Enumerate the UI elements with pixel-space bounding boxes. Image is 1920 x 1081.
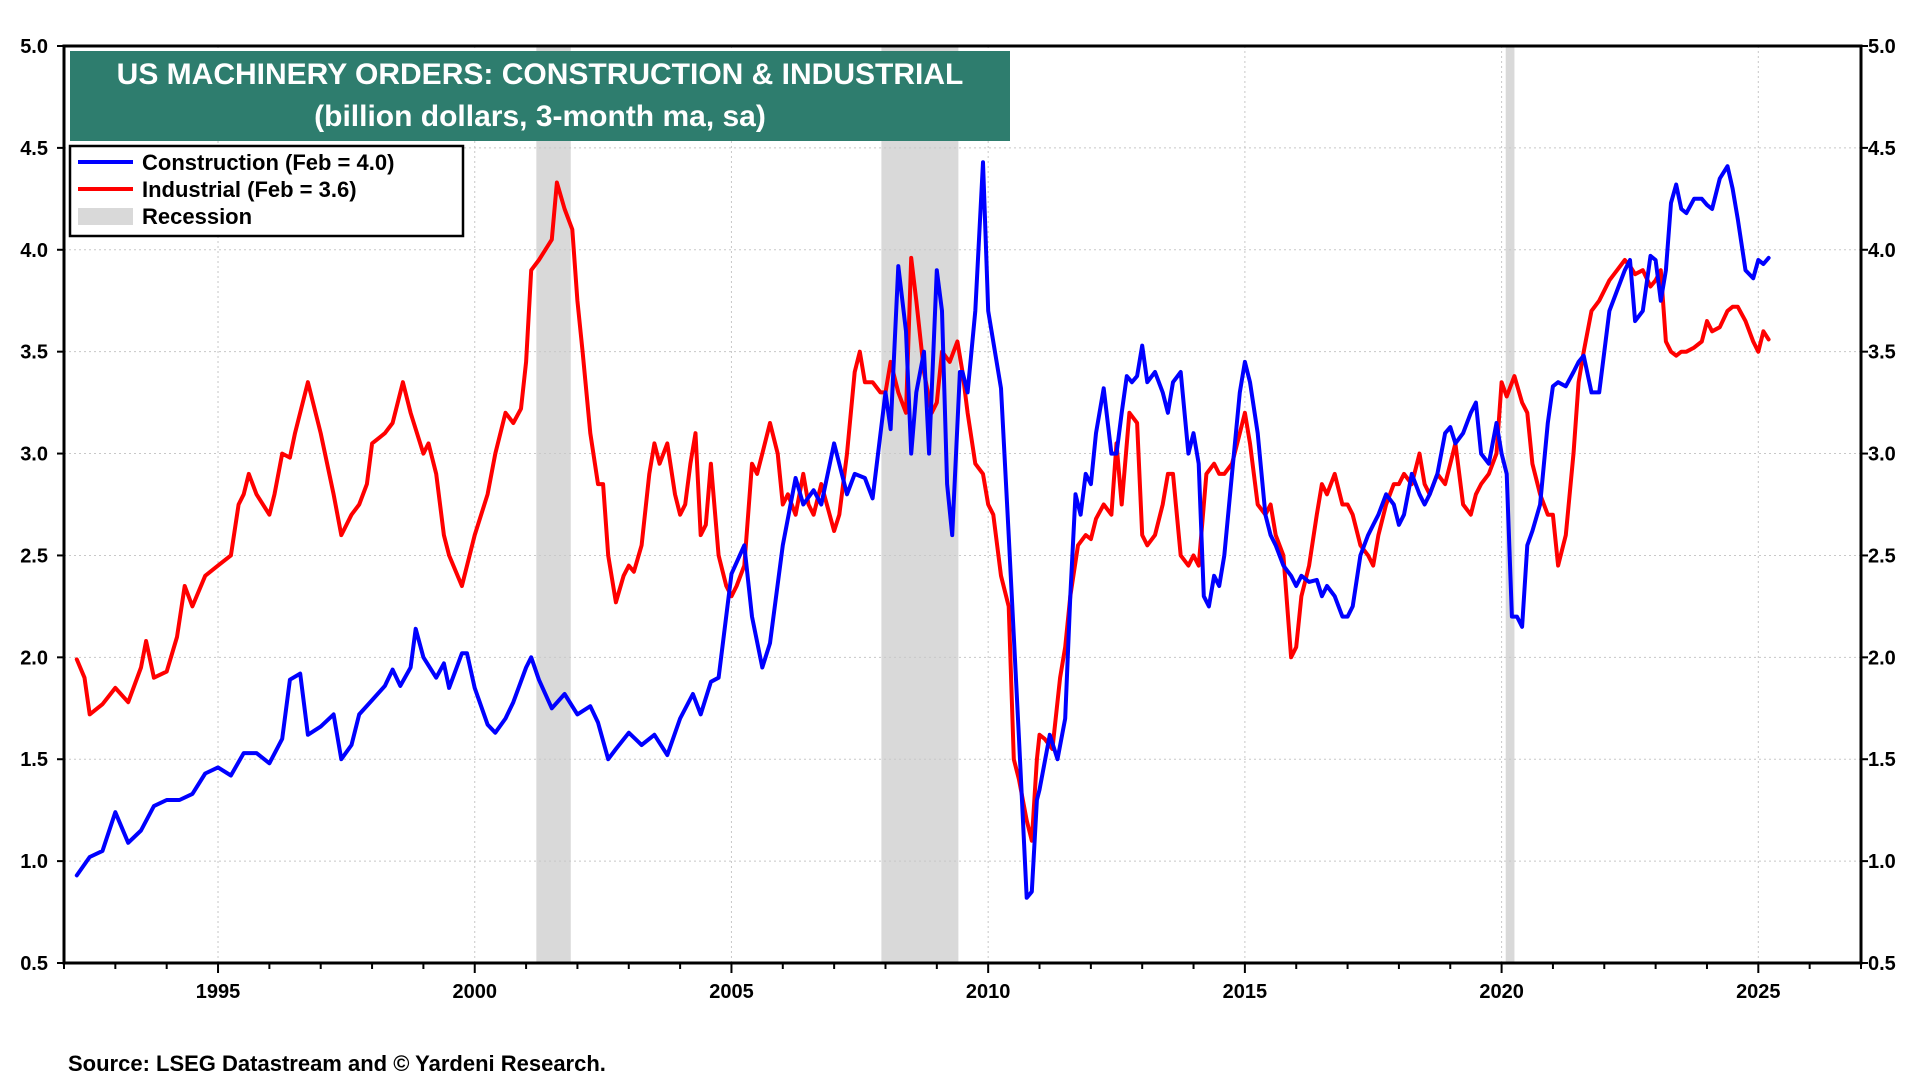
recession-band-1 <box>881 46 959 963</box>
y-tick-label-left-9: 5.0 <box>20 36 48 58</box>
x-tick-label-1: 2000 <box>452 981 497 1003</box>
recession-band-2 <box>1505 46 1515 963</box>
x-tick-label-5: 2020 <box>1479 981 1524 1003</box>
chart-title: US MACHINERY ORDERS: CONSTRUCTION & INDU… <box>117 58 964 91</box>
y-tick-label-right-9: 5.0 <box>1868 36 1896 58</box>
legend-label-recession: Recession <box>142 204 252 229</box>
y-tick-label-left-8: 4.5 <box>20 138 48 160</box>
y-tick-label-left-3: 2.0 <box>20 647 48 669</box>
y-tick-label-right-0: 0.5 <box>1868 953 1896 975</box>
recession-band-0 <box>536 46 571 963</box>
axis-ticks <box>57 45 1868 973</box>
legend-label-construction: Construction (Feb = 4.0) <box>142 150 394 175</box>
y-tick-label-left-2: 1.5 <box>20 749 48 771</box>
series-line-construction <box>74 160 1771 900</box>
x-tick-label-0: 1995 <box>196 981 241 1003</box>
plot-frame <box>62 44 1863 965</box>
title-box: US MACHINERY ORDERS: CONSTRUCTION & INDU… <box>70 51 1010 141</box>
x-tick-label-6: 2025 <box>1736 981 1781 1003</box>
chart-subtitle: (billion dollars, 3-month ma, sa) <box>314 100 766 133</box>
source-note: Source: LSEG Datastream and © Yardeni Re… <box>68 1051 606 1076</box>
y-tick-label-right-5: 3.0 <box>1868 444 1896 466</box>
y-tick-label-left-1: 1.0 <box>20 851 48 873</box>
legend: Construction (Feb = 4.0) Industrial (Feb… <box>68 144 465 238</box>
y-tick-label-right-2: 1.5 <box>1868 749 1896 771</box>
y-tick-label-left-5: 3.0 <box>20 444 48 466</box>
legend-swatch-recession <box>78 208 133 225</box>
y-axis-left: 0.5 1.0 1.5 2.0 2.5 3.0 3.5 4.0 4.5 5.0 <box>20 36 48 975</box>
y-axis-right: 0.5 1.0 1.5 2.0 2.5 3.0 3.5 4.0 4.5 5.0 <box>1868 36 1896 975</box>
y-tick-label-left-4: 2.5 <box>20 545 48 567</box>
y-tick-label-right-6: 3.5 <box>1868 342 1896 364</box>
x-axis: 1995 2000 2005 2010 2015 2020 2025 <box>196 981 1781 1003</box>
legend-label-industrial: Industrial (Feb = 3.6) <box>142 177 357 202</box>
recession-bands <box>536 46 1515 963</box>
y-tick-label-left-0: 0.5 <box>20 953 48 975</box>
y-tick-label-right-7: 4.0 <box>1868 240 1896 262</box>
y-tick-label-right-8: 4.5 <box>1868 138 1896 160</box>
y-tick-label-right-1: 1.0 <box>1868 851 1896 873</box>
x-tick-label-4: 2015 <box>1223 981 1268 1003</box>
x-tick-label-3: 2010 <box>966 981 1011 1003</box>
y-tick-label-right-3: 2.0 <box>1868 647 1896 669</box>
y-tick-label-left-7: 4.0 <box>20 240 48 262</box>
series-line-industrial <box>74 180 1771 843</box>
series-lines <box>74 160 1771 900</box>
y-tick-label-right-4: 2.5 <box>1868 545 1896 567</box>
y-tick-label-left-6: 3.5 <box>20 342 48 364</box>
x-tick-label-2: 2005 <box>709 981 754 1003</box>
